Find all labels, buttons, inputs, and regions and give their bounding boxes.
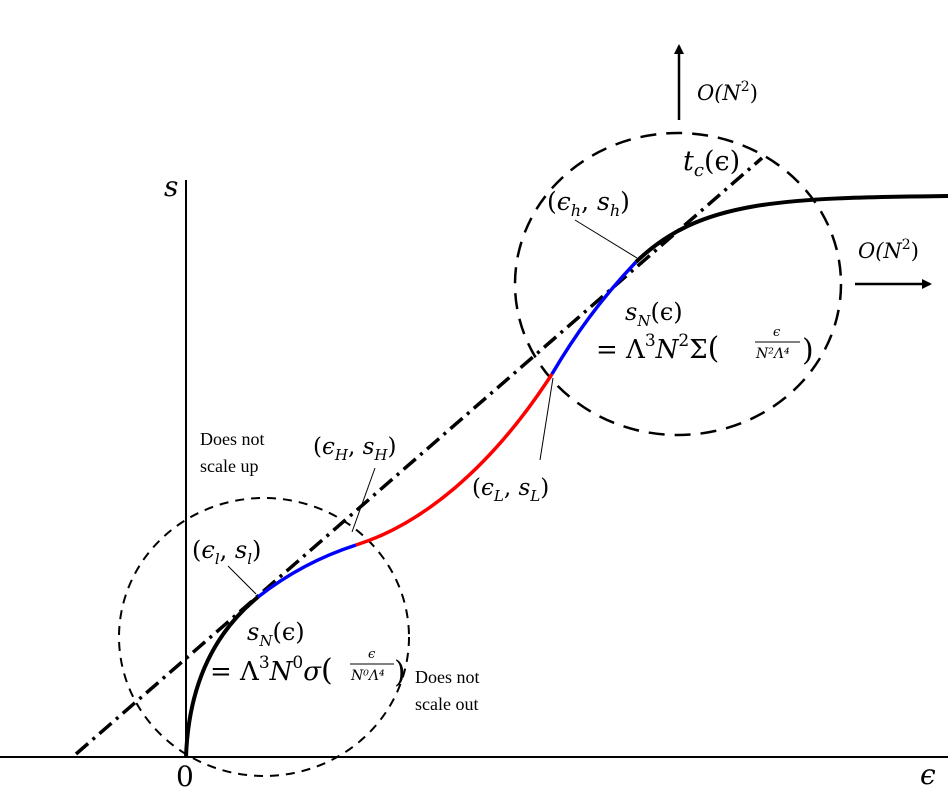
low-energy-region-circle (118, 497, 410, 777)
point-eps-H-label: (ϵH, sH) (313, 434, 396, 464)
curve-blue-low (256, 543, 357, 599)
formula-low-frac-num: ϵ (368, 647, 376, 662)
formula-high-lhs: sN(ϵ) (625, 298, 683, 330)
formula-low: sN(ϵ) = Λ3N0σ( ϵ N⁰Λ⁴ ) (210, 618, 406, 690)
tangent-label: tc(ϵ) (683, 146, 740, 181)
curve-high-black (634, 194, 948, 264)
note-does-not-scale-up-2: scale up (200, 456, 258, 476)
note-does-not-scale-out-1: Does not (415, 667, 480, 687)
leader-eps-h (574, 219, 638, 259)
formula-high-frac-den: N²Λ⁴ (755, 346, 790, 362)
leader-eps-L (539, 377, 554, 461)
growth-up-label: O(N2) (697, 79, 758, 105)
formula-high: sN(ϵ) = Λ3N2Σ( ϵ N²Λ⁴ ) (596, 298, 814, 368)
leader-eps-H (351, 467, 376, 533)
formula-low-rhs: = Λ3N0σ( (210, 653, 333, 688)
note-does-not-scale-out-2: scale out (415, 694, 478, 714)
formula-high-frac-num: ϵ (773, 325, 781, 340)
y-axis-label: s (164, 170, 178, 203)
origin-label: 0 (176, 760, 194, 789)
formula-low-frac-den: N⁰Λ⁴ (350, 668, 385, 684)
point-eps-l-label: (ϵl, sl) (192, 536, 261, 568)
formula-low-lhs: sN(ϵ) (247, 618, 305, 650)
curve-blue-high (550, 260, 638, 375)
curve-red (355, 373, 554, 547)
growth-right-label: O(N2) (858, 237, 919, 263)
point-eps-L-label: (ϵL, sL) (472, 475, 549, 505)
point-eps-h-label: (ϵh, sh) (547, 187, 630, 220)
leader-eps-l (227, 565, 257, 595)
formula-high-rhs: = Λ3N2Σ( (596, 331, 719, 366)
x-axis-label: ϵ (920, 758, 936, 789)
formula-low-close: ) (394, 655, 406, 690)
high-energy-region-circle (513, 131, 843, 437)
formula-high-close: ) (802, 333, 814, 368)
note-does-not-scale-up-1: Does not (200, 429, 265, 449)
tangent-line (74, 156, 764, 756)
curve-low-black (184, 595, 260, 758)
